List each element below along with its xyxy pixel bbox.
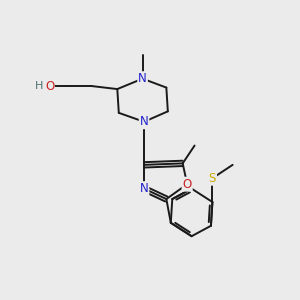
Text: H: H xyxy=(34,81,43,91)
Text: N: N xyxy=(140,182,148,195)
Text: N: N xyxy=(140,115,148,128)
Text: O: O xyxy=(182,178,192,191)
Text: N: N xyxy=(138,72,147,85)
Text: S: S xyxy=(209,172,216,185)
Text: O: O xyxy=(45,80,55,93)
